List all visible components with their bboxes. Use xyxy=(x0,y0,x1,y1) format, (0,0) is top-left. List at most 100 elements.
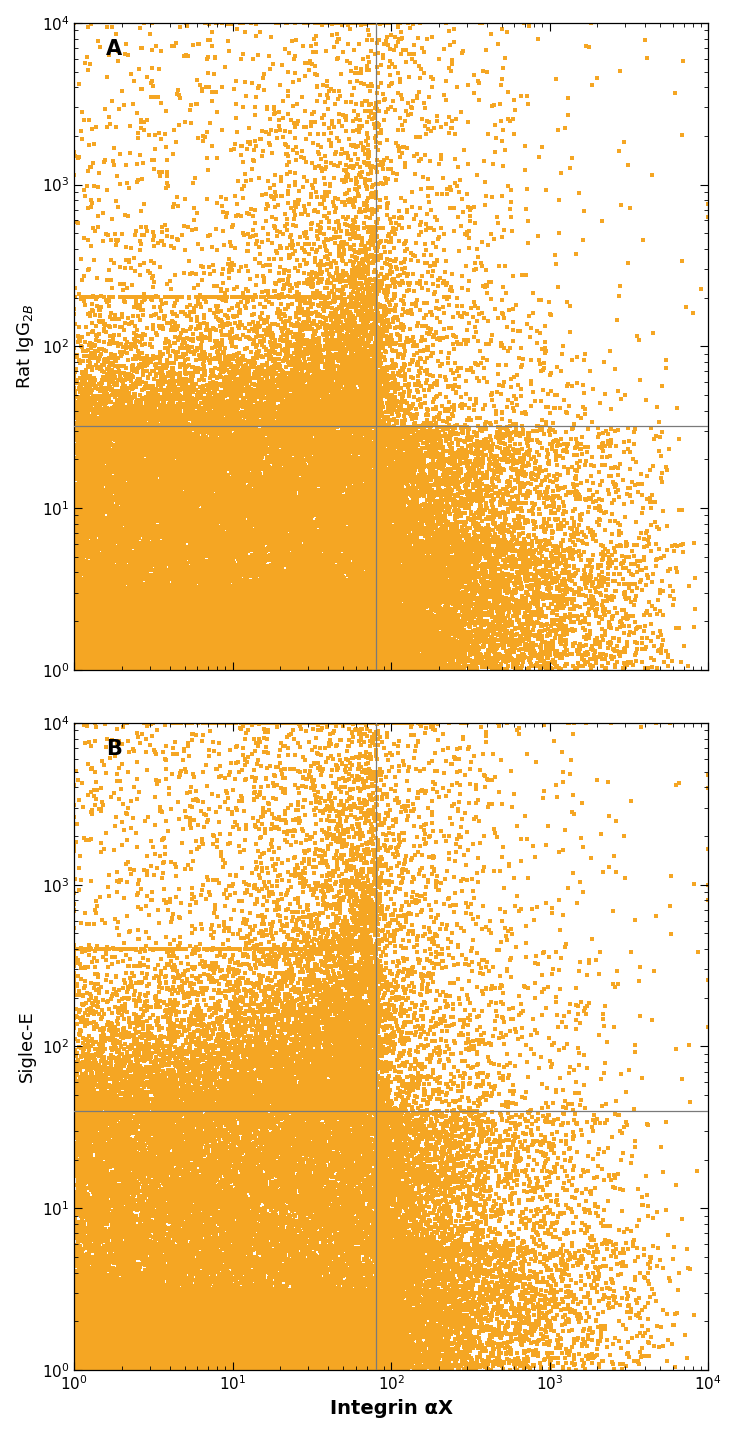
Point xyxy=(132,567,144,590)
Point xyxy=(75,593,87,616)
Point xyxy=(126,1326,138,1348)
Point xyxy=(340,308,352,331)
Point xyxy=(207,635,219,658)
Point xyxy=(374,562,385,585)
Point xyxy=(154,616,166,639)
Point xyxy=(388,643,400,666)
Point xyxy=(380,1252,391,1275)
Point xyxy=(338,1010,350,1033)
Point xyxy=(440,632,452,655)
Point xyxy=(268,1318,280,1341)
Point xyxy=(300,596,312,619)
Point xyxy=(181,1122,193,1145)
Point xyxy=(93,443,105,466)
Point xyxy=(292,1328,304,1351)
Point xyxy=(370,383,382,406)
Point xyxy=(266,1264,278,1287)
Point xyxy=(112,1275,124,1298)
Point xyxy=(270,651,282,674)
Point xyxy=(131,502,143,524)
Point xyxy=(301,535,313,557)
Point xyxy=(162,377,174,400)
Point xyxy=(360,473,371,496)
Point xyxy=(340,1083,352,1106)
Point xyxy=(360,529,372,552)
Point xyxy=(217,532,228,555)
Point xyxy=(275,612,287,635)
Point xyxy=(126,430,138,453)
Point xyxy=(80,1297,92,1320)
Point xyxy=(138,438,150,461)
Point xyxy=(343,294,354,317)
Point xyxy=(478,542,489,565)
Point xyxy=(293,599,304,622)
Point xyxy=(413,453,425,476)
Point xyxy=(144,1318,156,1341)
Point xyxy=(325,1029,337,1052)
Point xyxy=(330,635,342,658)
Point xyxy=(363,1093,374,1116)
Point xyxy=(250,1314,262,1337)
Point xyxy=(465,459,477,481)
Point xyxy=(363,520,374,543)
Point xyxy=(289,612,301,635)
Point xyxy=(293,589,305,612)
Point xyxy=(77,1129,88,1152)
Point xyxy=(262,616,274,639)
Point xyxy=(372,1217,384,1240)
Point xyxy=(376,474,388,497)
Point xyxy=(258,576,270,599)
Point xyxy=(373,1111,385,1134)
Point xyxy=(393,529,405,552)
Point xyxy=(259,1338,270,1361)
Point xyxy=(399,632,411,655)
Point xyxy=(539,331,551,354)
Point xyxy=(161,1205,173,1228)
Point xyxy=(273,593,285,616)
Point xyxy=(88,618,100,641)
Point xyxy=(304,1294,315,1317)
Point xyxy=(318,592,330,615)
Point xyxy=(358,980,370,1003)
Point xyxy=(365,1115,377,1138)
Point xyxy=(183,469,195,492)
Point xyxy=(69,933,80,956)
Point xyxy=(323,1238,335,1261)
Point xyxy=(363,1086,375,1109)
Point xyxy=(634,559,646,582)
Point xyxy=(170,1278,182,1301)
Point xyxy=(489,655,500,678)
Point xyxy=(346,815,357,838)
Point xyxy=(92,1230,104,1252)
Point xyxy=(385,446,397,469)
Point xyxy=(220,1254,231,1277)
Point xyxy=(95,653,107,676)
Point xyxy=(195,1112,206,1135)
Point xyxy=(371,1341,383,1364)
Point xyxy=(82,1351,94,1374)
Point xyxy=(343,628,355,651)
Point xyxy=(506,1254,517,1277)
Point xyxy=(99,1198,111,1221)
Point xyxy=(208,1275,220,1298)
Point xyxy=(254,1265,266,1288)
Point xyxy=(362,897,374,920)
Point xyxy=(207,1353,219,1376)
Point xyxy=(513,533,525,556)
Point xyxy=(113,1191,125,1214)
Point xyxy=(121,619,133,642)
Point xyxy=(395,1225,407,1248)
Point xyxy=(350,292,362,315)
Point xyxy=(128,1042,139,1065)
Point xyxy=(220,1179,232,1202)
Point xyxy=(150,1231,161,1254)
Point xyxy=(77,381,88,404)
Point xyxy=(164,476,176,499)
Point xyxy=(403,1029,415,1052)
Point xyxy=(319,1284,331,1307)
Point xyxy=(245,616,257,639)
Point xyxy=(366,1336,377,1358)
Point xyxy=(199,628,211,651)
Point xyxy=(296,1222,307,1245)
Point xyxy=(115,656,127,679)
